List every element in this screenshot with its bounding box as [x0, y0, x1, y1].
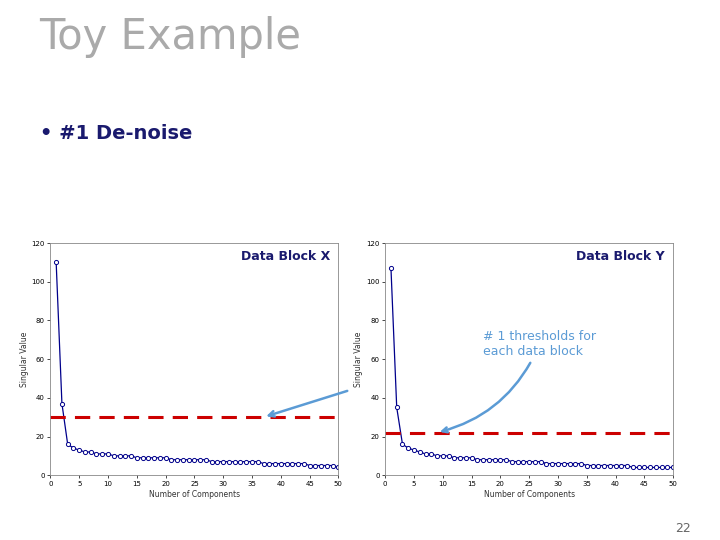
Text: • #1 De-noise: • #1 De-noise — [40, 124, 192, 143]
Text: # 1 thresholds for
each data block: # 1 thresholds for each data block — [442, 329, 596, 433]
Text: 22: 22 — [675, 522, 691, 535]
Y-axis label: Singular Value: Singular Value — [19, 332, 29, 387]
X-axis label: Number of Components: Number of Components — [149, 490, 240, 498]
Y-axis label: Singular Value: Singular Value — [354, 332, 364, 387]
Text: Data Block X: Data Block X — [240, 250, 330, 263]
Text: Toy Example: Toy Example — [40, 16, 302, 58]
X-axis label: Number of Components: Number of Components — [484, 490, 575, 498]
Text: Data Block Y: Data Block Y — [576, 250, 665, 263]
